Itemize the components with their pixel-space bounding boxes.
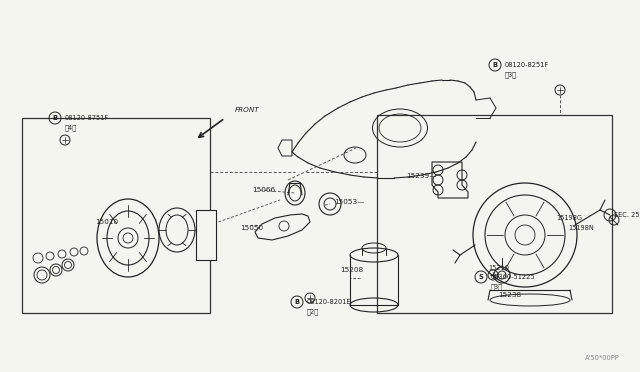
- Text: 08120-8201E: 08120-8201E: [307, 299, 351, 305]
- Text: （3）: （3）: [491, 284, 503, 290]
- Text: S: S: [479, 274, 483, 280]
- Text: 08360-51225: 08360-51225: [491, 274, 536, 280]
- Text: 08120-8751F: 08120-8751F: [65, 115, 109, 121]
- Text: 15238: 15238: [499, 292, 522, 298]
- Bar: [196, 210, 216, 260]
- Text: 15198G: 15198G: [556, 215, 582, 221]
- Text: 15050: 15050: [240, 225, 263, 231]
- Text: B: B: [52, 115, 58, 121]
- Text: SEC. 253: SEC. 253: [614, 212, 640, 218]
- Text: 08120-8251F: 08120-8251F: [505, 62, 549, 68]
- Text: A'50*00PP: A'50*00PP: [585, 355, 620, 361]
- Text: （2）: （2）: [307, 309, 319, 315]
- Bar: [22, 118, 210, 313]
- Text: 15053—: 15053—: [334, 199, 364, 205]
- Text: 15239—: 15239—: [406, 173, 436, 179]
- Text: B: B: [493, 62, 497, 68]
- Text: 15010: 15010: [95, 219, 118, 225]
- Text: 15066: 15066: [252, 187, 275, 193]
- Text: 15210: 15210: [488, 265, 509, 271]
- Text: （4）: （4）: [65, 125, 77, 131]
- Text: （3）: （3）: [505, 72, 517, 78]
- Text: FRONT: FRONT: [235, 107, 260, 113]
- Text: 15208: 15208: [340, 267, 363, 273]
- Text: 15198N: 15198N: [568, 225, 594, 231]
- Text: B: B: [294, 299, 300, 305]
- Bar: [377, 115, 612, 313]
